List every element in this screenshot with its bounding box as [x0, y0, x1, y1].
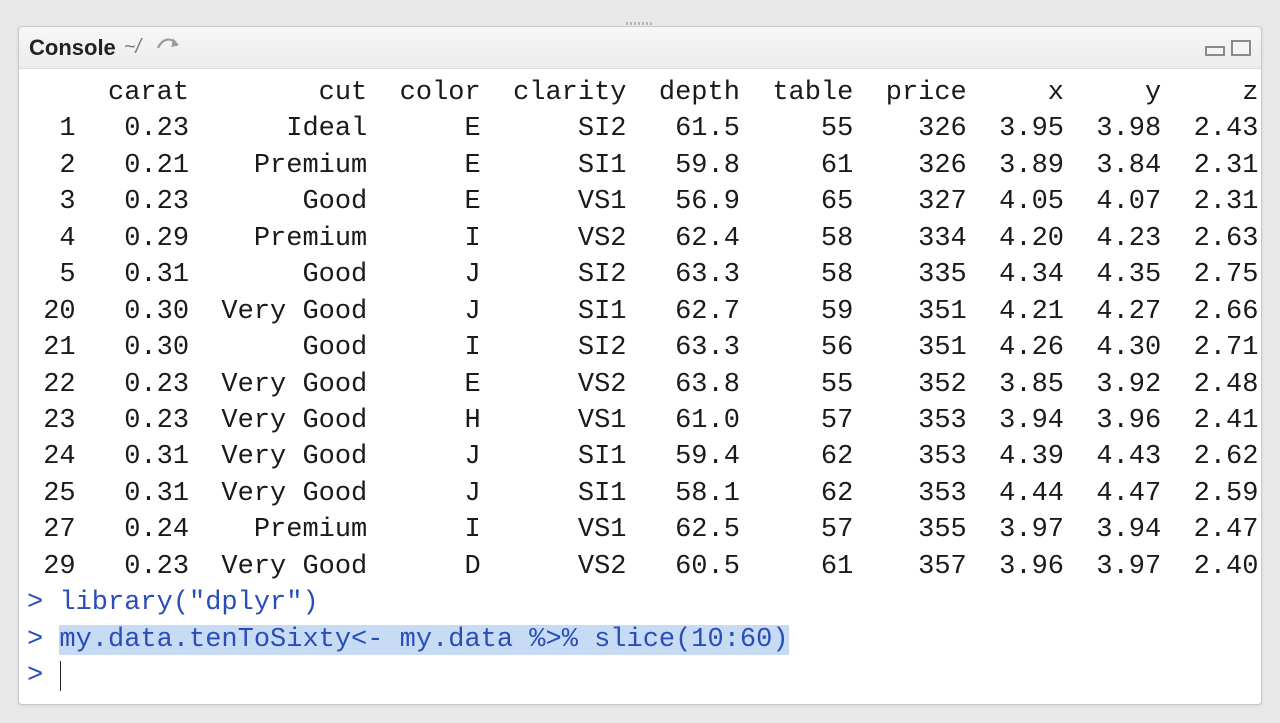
- minimize-pane-icon[interactable]: [1205, 46, 1225, 56]
- table-row: 25 0.31 Very Good J SI1 58.1 62 353 4.44…: [27, 476, 1253, 512]
- share-icon[interactable]: [155, 34, 181, 61]
- table-row: 29 0.23 Very Good D VS2 60.5 61 357 3.96…: [27, 549, 1253, 585]
- console-output[interactable]: carat cut color clarity depth table pric…: [19, 69, 1261, 704]
- console-line-highlighted: > my.data.tenToSixty<- my.data %>% slice…: [27, 622, 1253, 658]
- table-row: 1 0.23 Ideal E SI2 61.5 55 326 3.95 3.98…: [27, 111, 1253, 147]
- console-panel: Console ~/ carat cut color clarity depth…: [18, 26, 1262, 705]
- table-row: 5 0.31 Good J SI2 63.3 58 335 4.34 4.35 …: [27, 257, 1253, 293]
- console-prompt-current[interactable]: >: [27, 658, 1253, 694]
- console-line-library: > library("dplyr"): [27, 585, 1253, 621]
- table-row: 23 0.23 Very Good H VS1 61.0 57 353 3.94…: [27, 403, 1253, 439]
- table-row: 2 0.21 Premium E SI1 59.8 61 326 3.89 3.…: [27, 148, 1253, 184]
- table-row: 24 0.31 Very Good J SI1 59.4 62 353 4.39…: [27, 439, 1253, 475]
- table-row: 27 0.24 Premium I VS1 62.5 57 355 3.97 3…: [27, 512, 1253, 548]
- table-row: 4 0.29 Premium I VS2 62.4 58 334 4.20 4.…: [27, 221, 1253, 257]
- table-header: carat cut color clarity depth table pric…: [27, 75, 1253, 111]
- table-row: 21 0.30 Good I SI2 63.3 56 351 4.26 4.30…: [27, 330, 1253, 366]
- table-row: 20 0.30 Very Good J SI1 62.7 59 351 4.21…: [27, 294, 1253, 330]
- pane-drag-handle[interactable]: [18, 20, 1262, 26]
- console-path: ~/: [124, 36, 141, 59]
- console-title: Console: [29, 35, 116, 61]
- maximize-pane-icon[interactable]: [1231, 40, 1251, 56]
- console-titlebar: Console ~/: [19, 27, 1261, 69]
- table-row: 22 0.23 Very Good E VS2 63.8 55 352 3.85…: [27, 367, 1253, 403]
- text-cursor: [60, 661, 61, 691]
- table-row: 3 0.23 Good E VS1 56.9 65 327 4.05 4.07 …: [27, 184, 1253, 220]
